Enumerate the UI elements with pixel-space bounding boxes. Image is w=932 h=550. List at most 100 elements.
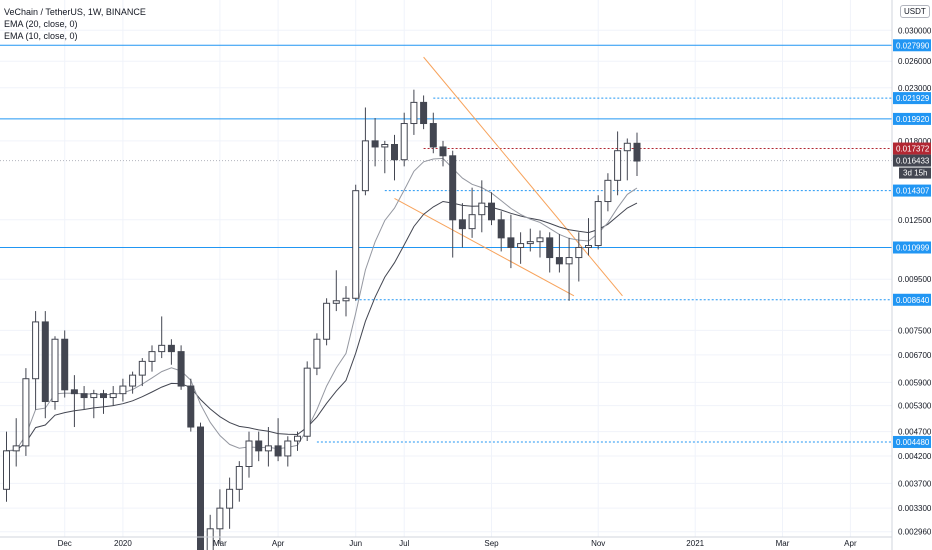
- candle-down: [546, 237, 554, 259]
- candle-up: [604, 179, 612, 203]
- candle-up: [235, 466, 243, 490]
- time-tick-label: Apr: [844, 539, 857, 548]
- candle-up: [575, 246, 583, 259]
- candle-up: [594, 201, 602, 247]
- current-price-badge: [893, 154, 931, 167]
- time-tick-label: Mar: [213, 539, 227, 548]
- candle-down: [197, 426, 204, 550]
- currency-button[interactable]: USDT: [900, 5, 930, 18]
- last-price-badge-label: 0.017372: [896, 145, 930, 154]
- candle-down: [420, 101, 428, 125]
- candle-down: [167, 344, 175, 353]
- candles: [3, 89, 641, 550]
- candle-up: [51, 338, 59, 403]
- candle-up: [109, 393, 117, 399]
- candle-down: [449, 155, 457, 221]
- candle-down: [100, 393, 107, 399]
- price-tick-label: 0.018000: [898, 137, 932, 146]
- level-badge-label: 0.010999: [896, 244, 930, 253]
- price-tick-label: 0.002960: [898, 528, 932, 537]
- time-axis[interactable]: Dec 2020 Mar Apr Jun Jul Sep Nov 2021 Mar Apr: [58, 539, 857, 548]
- ema10-legend[interactable]: EMA (10, close, 0): [4, 31, 78, 41]
- candle-down: [187, 385, 195, 428]
- level-badge-label: 0.014307: [896, 187, 930, 196]
- candle-up: [32, 321, 40, 380]
- level-badge-label: 0.027990: [896, 41, 930, 50]
- time-tick-label: Apr: [272, 539, 285, 548]
- price-tick-label: 0.026000: [898, 57, 932, 66]
- candle-down: [70, 389, 78, 395]
- time-tick-label: Jun: [349, 539, 362, 548]
- price-tick-label: 0.006700: [898, 351, 932, 360]
- candle-down: [555, 257, 563, 265]
- price-tick-label: 0.003700: [898, 479, 932, 488]
- candle-up: [585, 245, 592, 248]
- countdown-badge: [899, 167, 931, 179]
- level-badge: [893, 92, 931, 105]
- candle-down: [177, 351, 185, 387]
- level-badge: [893, 112, 931, 125]
- countdown-label: 3d 15h: [903, 169, 927, 178]
- price-tick-label: 0.023000: [898, 84, 932, 93]
- candle-up: [206, 528, 214, 550]
- candle-up: [294, 435, 301, 442]
- candle-up: [284, 440, 292, 457]
- candle-down: [255, 440, 263, 452]
- level-badge: [893, 184, 931, 197]
- last-price-badge: [893, 142, 931, 155]
- candle-up: [517, 243, 525, 248]
- ema-lines: [6, 157, 638, 452]
- candle-up: [264, 445, 272, 452]
- candle-up: [614, 150, 622, 181]
- time-tick-label: Mar: [776, 539, 790, 548]
- price-badges: 0.027990 0.021929 0.019920 0.014307 0.010999…: [893, 39, 931, 448]
- candle-down: [633, 142, 641, 162]
- price-axis[interactable]: 0.030000 0.026000 0.023000 0.018000 0.012500…: [898, 26, 932, 536]
- candle-up: [526, 241, 534, 245]
- price-tick-label: 0.030000: [898, 26, 932, 35]
- candle-down: [80, 393, 88, 399]
- candle-up: [468, 214, 476, 230]
- level-badge-label: 0.019920: [896, 115, 930, 124]
- time-tick-label: Sep: [484, 539, 499, 548]
- candle-up: [361, 140, 369, 192]
- time-tick-label: Jul: [399, 539, 409, 548]
- horizontal-levels: [0, 44, 892, 443]
- candle-up: [3, 450, 10, 490]
- candle-up: [138, 360, 146, 376]
- level-badge: [893, 241, 931, 254]
- candle-up: [352, 190, 360, 299]
- candle-up: [226, 488, 234, 509]
- candle-up: [381, 143, 389, 148]
- time-tick-label: Dec: [58, 539, 72, 548]
- time-tick-label: 2021: [686, 539, 704, 548]
- candle-up: [129, 374, 137, 387]
- level-badge-label: 0.004480: [896, 438, 930, 447]
- candle-up: [303, 367, 311, 437]
- candle-up: [148, 351, 156, 362]
- candle-up: [216, 507, 224, 530]
- level-badge-label: 0.021929: [896, 94, 930, 103]
- candle-down: [61, 338, 69, 391]
- symbol-title[interactable]: VeChain / TetherUS, 1W, BINANCE: [4, 7, 146, 17]
- candle-up: [158, 344, 166, 353]
- candle-up: [22, 378, 30, 447]
- price-tick-label: 0.005300: [898, 402, 932, 411]
- ema20-legend[interactable]: EMA (20, close, 0): [4, 19, 78, 29]
- candle-up: [245, 440, 253, 468]
- level-badge: [893, 435, 931, 448]
- candle-up: [410, 101, 418, 125]
- candle-down: [488, 202, 495, 221]
- candle-up: [478, 202, 486, 216]
- candle-down: [371, 140, 379, 148]
- level-badge: [893, 293, 931, 306]
- candle-down: [391, 143, 398, 161]
- candle-down: [429, 123, 437, 148]
- candle-up: [332, 300, 340, 304]
- price-tick-label: 0.004700: [898, 428, 932, 437]
- candle-up: [313, 338, 321, 369]
- chart-legend: VeChain / TetherUS, 1W, BINANCE EMA (20,…: [4, 6, 146, 42]
- candle-down: [439, 146, 447, 157]
- price-tick-label: 0.012500: [898, 216, 932, 225]
